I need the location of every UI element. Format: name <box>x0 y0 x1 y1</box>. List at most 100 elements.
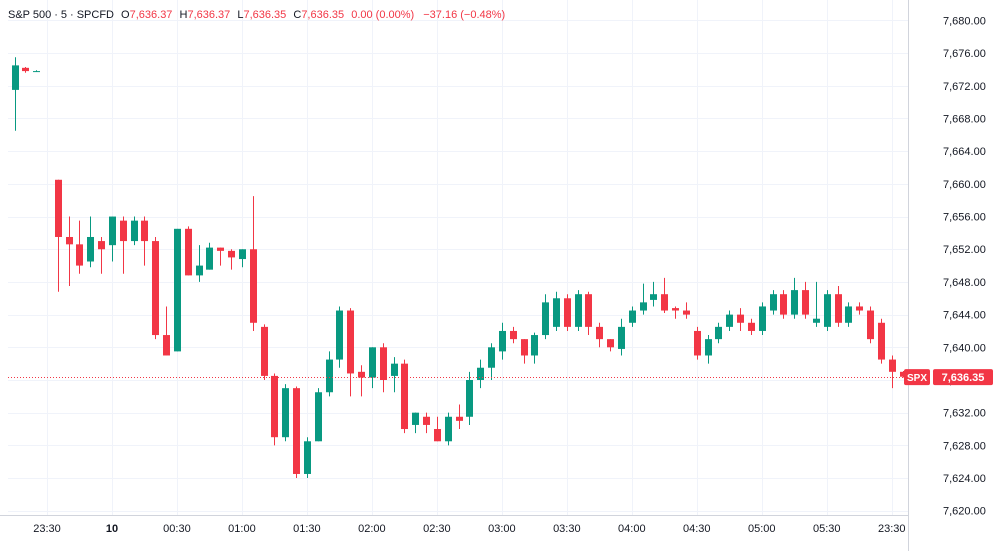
candle-body[interactable] <box>456 416 463 421</box>
candle-body[interactable] <box>326 359 333 393</box>
high-value: 7,636.37 <box>187 9 231 21</box>
time-axis-label: 01:30 <box>293 523 321 535</box>
candle-body[interactable] <box>900 371 907 377</box>
time-axis-label: 02:30 <box>423 523 451 535</box>
candle-body[interactable] <box>499 330 506 352</box>
candle-body[interactable] <box>759 306 766 331</box>
candle-body[interactable] <box>607 339 614 348</box>
candle-body[interactable] <box>542 302 549 336</box>
symbol-name[interactable]: S&P 500 <box>8 9 52 21</box>
candle-body[interactable] <box>715 326 722 340</box>
candle-body[interactable] <box>271 375 278 438</box>
candle-body[interactable] <box>66 236 73 245</box>
candle-body[interactable] <box>521 339 528 356</box>
candle-body[interactable] <box>434 429 441 442</box>
candle-body[interactable] <box>466 379 473 417</box>
candle-body[interactable] <box>22 67 29 72</box>
candle-body[interactable] <box>856 306 863 311</box>
time-axis-label: 01:00 <box>228 523 256 535</box>
candle-body[interactable] <box>250 249 257 323</box>
price-axis-label: 7,648.00 <box>943 277 986 289</box>
candle-body[interactable] <box>261 326 268 376</box>
candle-body[interactable] <box>120 220 127 242</box>
price-axis-label: 7,628.00 <box>943 440 986 452</box>
candle-body[interactable] <box>640 302 647 311</box>
candle-body[interactable] <box>845 306 852 323</box>
candle-body[interactable] <box>131 220 138 242</box>
candle-body[interactable] <box>618 326 625 349</box>
candle-body[interactable] <box>575 294 582 327</box>
candle-body[interactable] <box>33 71 40 73</box>
candle-body[interactable] <box>748 322 755 331</box>
candle-body[interactable] <box>596 326 603 340</box>
candle-body[interactable] <box>163 335 170 356</box>
candle-body[interactable] <box>445 416 452 442</box>
candle-body[interactable] <box>661 294 668 311</box>
high-label: H <box>179 9 188 21</box>
candle-body[interactable] <box>98 241 105 250</box>
candle-body[interactable] <box>531 335 538 356</box>
candle-body[interactable] <box>629 310 636 323</box>
candle-body[interactable] <box>650 294 657 300</box>
ticker-tag[interactable] <box>904 369 930 386</box>
candle-body[interactable] <box>889 359 896 372</box>
candle-body[interactable] <box>185 228 192 276</box>
candle-body[interactable] <box>813 318 820 323</box>
candle-body[interactable] <box>867 310 874 340</box>
candle-body[interactable] <box>196 265 203 276</box>
last-price-tag[interactable] <box>933 369 993 386</box>
candle-body[interactable] <box>228 250 235 258</box>
candle-body[interactable] <box>55 179 62 237</box>
candle-body[interactable] <box>835 294 842 323</box>
session-change-value: −37.16 (−0.48%) <box>423 9 506 21</box>
time-axis-label: 10 <box>106 523 118 535</box>
price-axis-label: 7,676.00 <box>943 48 986 60</box>
candle-body[interactable] <box>174 228 181 352</box>
candle-body[interactable] <box>141 220 148 242</box>
candle-body[interactable] <box>358 371 365 378</box>
candle-body[interactable] <box>391 363 398 376</box>
candle-body[interactable] <box>737 314 744 323</box>
candle-body[interactable] <box>683 310 690 315</box>
candle-body[interactable] <box>206 247 213 270</box>
candle-body[interactable] <box>510 330 517 340</box>
candle-body[interactable] <box>780 294 787 315</box>
candle-body[interactable] <box>293 388 300 474</box>
candle-body[interactable] <box>347 310 354 374</box>
candle-body[interactable] <box>304 441 311 474</box>
candle-body[interactable] <box>564 298 571 327</box>
candle-body[interactable] <box>336 310 343 360</box>
candle-body[interactable] <box>726 314 733 327</box>
candle-body[interactable] <box>380 347 387 380</box>
candle-body[interactable] <box>401 363 408 430</box>
candle-body[interactable] <box>585 294 592 327</box>
candle-body[interactable] <box>12 65 19 90</box>
candle-body[interactable] <box>878 322 885 360</box>
candle-body[interactable] <box>369 347 376 378</box>
candle-body[interactable] <box>770 294 777 311</box>
candle-body[interactable] <box>239 249 246 260</box>
candle-body[interactable] <box>488 347 495 368</box>
candle-body[interactable] <box>705 339 712 356</box>
candle-body[interactable] <box>109 216 116 246</box>
price-axis-label: 7,656.00 <box>943 212 986 224</box>
candle-body[interactable] <box>217 247 224 251</box>
candle-body[interactable] <box>553 298 560 327</box>
time-axis-label: 03:00 <box>488 523 516 535</box>
candle-body[interactable] <box>672 308 679 311</box>
candle-body[interactable] <box>694 330 701 356</box>
candle-body[interactable] <box>152 241 159 336</box>
interval-label[interactable]: 5 <box>60 9 68 21</box>
candle-body[interactable] <box>87 236 94 262</box>
candle-body[interactable] <box>824 294 831 327</box>
candle-body[interactable] <box>791 290 798 315</box>
candle-body[interactable] <box>412 412 419 425</box>
candle-body[interactable] <box>423 416 430 425</box>
candle-body[interactable] <box>282 388 289 438</box>
candle-body[interactable] <box>477 367 484 380</box>
candle-body[interactable] <box>802 290 809 315</box>
candle-body[interactable] <box>76 244 83 266</box>
candle-body[interactable] <box>315 392 322 442</box>
